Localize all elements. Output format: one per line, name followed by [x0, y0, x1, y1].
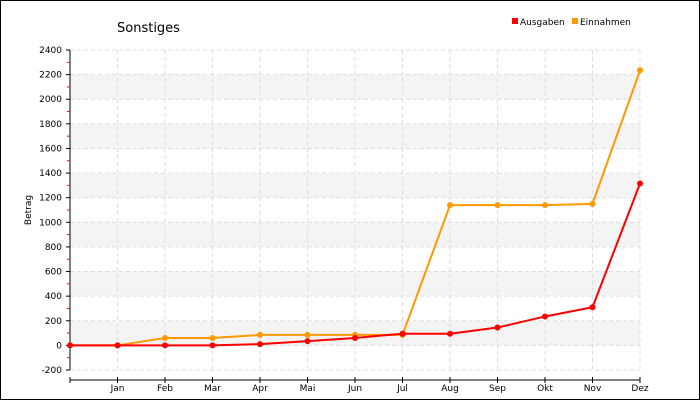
y-tick-label: 2400 [39, 46, 62, 56]
y-tick-label: 1400 [39, 169, 62, 179]
data-point [114, 342, 121, 349]
data-point [399, 330, 406, 337]
x-tick-label: Jun [347, 384, 362, 394]
data-point [352, 335, 358, 341]
data-point [304, 338, 311, 345]
y-tick-label: -200 [42, 366, 63, 376]
y-tick-label: 2000 [39, 95, 62, 105]
y-tick-label: 200 [45, 317, 62, 327]
data-point [162, 335, 168, 341]
y-axis-ticks: -200 0 200 400 600 800 1000 1200 1400 1600 1800 200… [39, 46, 70, 376]
data-point [209, 335, 216, 341]
data-point [589, 200, 596, 207]
series-einnahmen [67, 67, 643, 349]
data-point [494, 202, 501, 209]
data-point [637, 67, 643, 74]
data-point [542, 313, 548, 320]
data-point [447, 330, 453, 337]
y-tick-label: 1200 [39, 194, 62, 204]
data-point [637, 180, 643, 187]
data-point [209, 342, 216, 349]
y-tick-label: 0 [56, 341, 62, 351]
x-tick-label: Aug [441, 384, 459, 394]
legend-label: Ausgaben [520, 18, 565, 28]
series-ausgaben [67, 180, 643, 349]
x-tick-label: Apr [252, 384, 268, 394]
x-tick-label: Sep [489, 384, 506, 394]
data-point [67, 342, 73, 349]
x-tick-label: Feb [157, 384, 173, 394]
x-tick-label: Okt [537, 384, 553, 394]
y-tick-label: 1000 [39, 218, 62, 228]
y-tick-label: 1600 [39, 144, 62, 154]
legend-swatch [512, 18, 518, 24]
x-tick-label: Mar [204, 384, 221, 394]
data-point [304, 331, 311, 338]
data-point [589, 304, 596, 311]
data-point [494, 324, 501, 331]
y-tick-label: 1800 [39, 120, 62, 130]
data-point [257, 341, 263, 348]
x-tick-label: Jul [396, 384, 408, 394]
legend-swatch [572, 18, 578, 24]
x-axis-ticks: Jan Feb Mar Apr Mai Jun Jul Aug Sep Okt Nov Dez [69, 377, 649, 394]
x-tick-label: Mai [300, 384, 316, 394]
x-tick-label: Dez [631, 384, 648, 394]
x-tick-label: Jan [110, 384, 125, 394]
legend: Ausgaben Einnahmen [512, 18, 631, 28]
y-tick-label: 2200 [39, 71, 62, 81]
y-tick-label: 400 [45, 292, 62, 302]
y-tick-label: 800 [45, 243, 62, 253]
chart-title: Sonstiges [117, 21, 180, 36]
legend-label: Einnahmen [580, 18, 631, 28]
series-layer [67, 67, 643, 349]
data-point [542, 202, 548, 209]
data-point [162, 342, 168, 349]
y-axis-label: Betrag [24, 195, 34, 225]
y-tick-label: 600 [45, 268, 62, 278]
data-point [257, 331, 263, 338]
x-tick-label: Nov [584, 384, 602, 394]
data-point [447, 202, 453, 209]
